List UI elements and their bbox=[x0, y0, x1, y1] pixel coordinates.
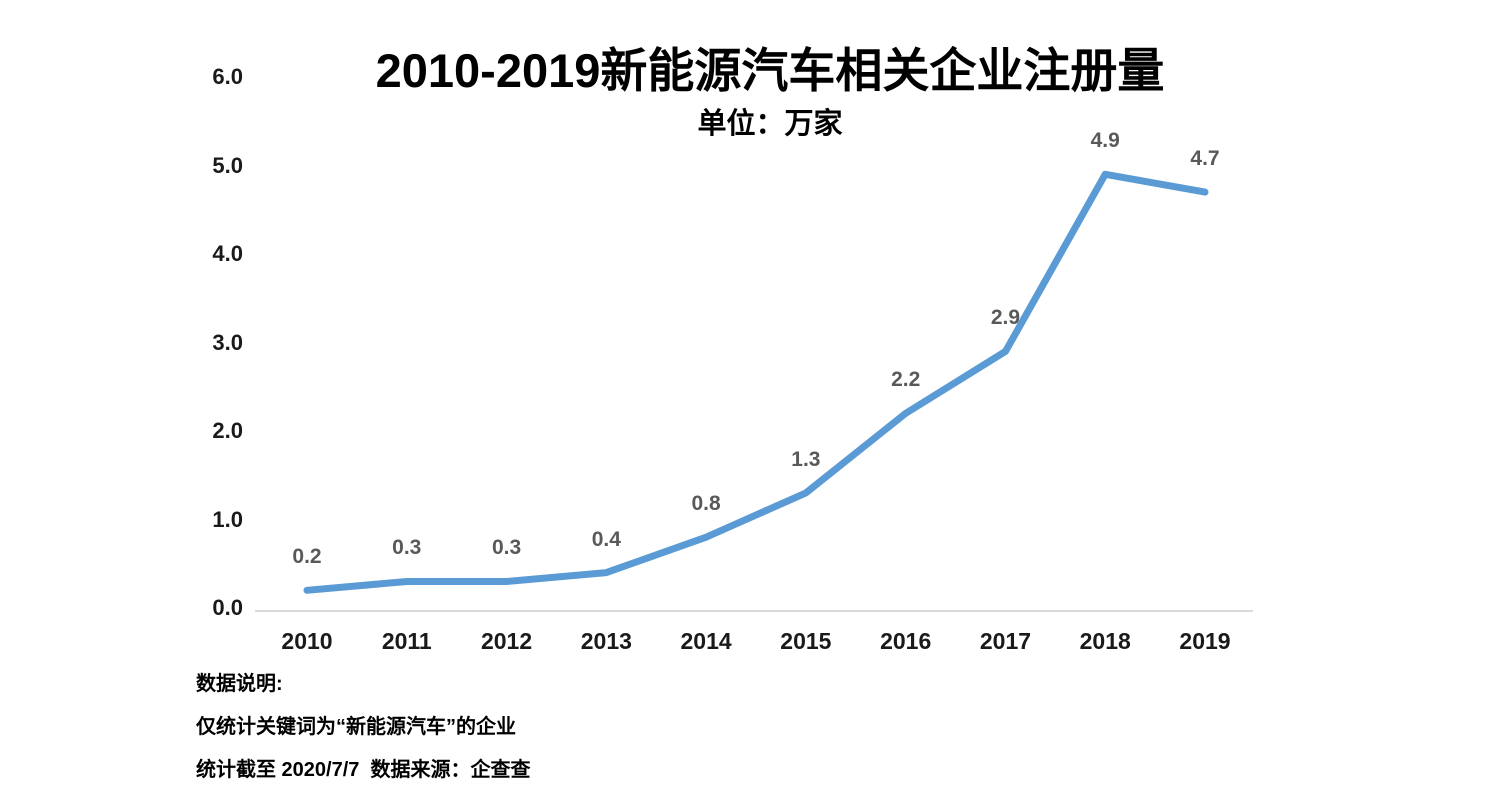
series-line bbox=[303, 170, 1209, 594]
data-point-label: 0.3 bbox=[392, 536, 422, 560]
footnotes: 数据说明: 仅统计关键词为“新能源汽车”的企业 统计截至 2020/7/7 数据… bbox=[196, 670, 531, 799]
footnote-scope: 仅统计关键词为“新能源汽车”的企业 bbox=[196, 716, 516, 738]
y-tick-label: 4.0 bbox=[212, 241, 243, 266]
footnote-heading: 数据说明: bbox=[196, 673, 283, 695]
x-tick-label: 2015 bbox=[780, 628, 832, 654]
data-point-label: 2.9 bbox=[990, 306, 1021, 330]
data-point-label: 0.3 bbox=[491, 536, 522, 560]
y-tick-label: 0.0 bbox=[212, 595, 243, 620]
y-tick-label: 2.0 bbox=[212, 418, 243, 443]
data-point-label: 4.7 bbox=[1190, 147, 1220, 171]
y-tick-label: 1.0 bbox=[212, 506, 243, 532]
data-point-label: 4.9 bbox=[1090, 129, 1120, 153]
data-point-label: 1.3 bbox=[791, 447, 821, 471]
x-tick-label: 2017 bbox=[979, 628, 1032, 654]
x-tick-label: 2016 bbox=[880, 628, 932, 654]
x-tick-label: 2018 bbox=[1079, 628, 1131, 654]
x-tick-label: 2011 bbox=[381, 628, 432, 654]
y-tick-label: 3.0 bbox=[212, 329, 243, 355]
data-point-label: 0.4 bbox=[591, 527, 621, 551]
x-tick-label: 2013 bbox=[580, 628, 632, 654]
data-point-label: 0.2 bbox=[292, 545, 322, 569]
x-tick-label: 2010 bbox=[281, 628, 333, 654]
x-tick-label: 2012 bbox=[480, 628, 533, 654]
x-tick-label: 2019 bbox=[1179, 628, 1231, 654]
x-tick-label: 2014 bbox=[680, 628, 732, 654]
x-axis-line bbox=[255, 610, 1253, 612]
y-tick-label: 5.0 bbox=[212, 152, 243, 178]
y-tick-label: 6.0 bbox=[212, 64, 243, 89]
data-point-label: 2.2 bbox=[891, 368, 921, 392]
data-point-label: 0.8 bbox=[691, 492, 721, 516]
footnote-source: 统计截至 2020/7/7 数据来源：企查查 bbox=[196, 759, 531, 781]
